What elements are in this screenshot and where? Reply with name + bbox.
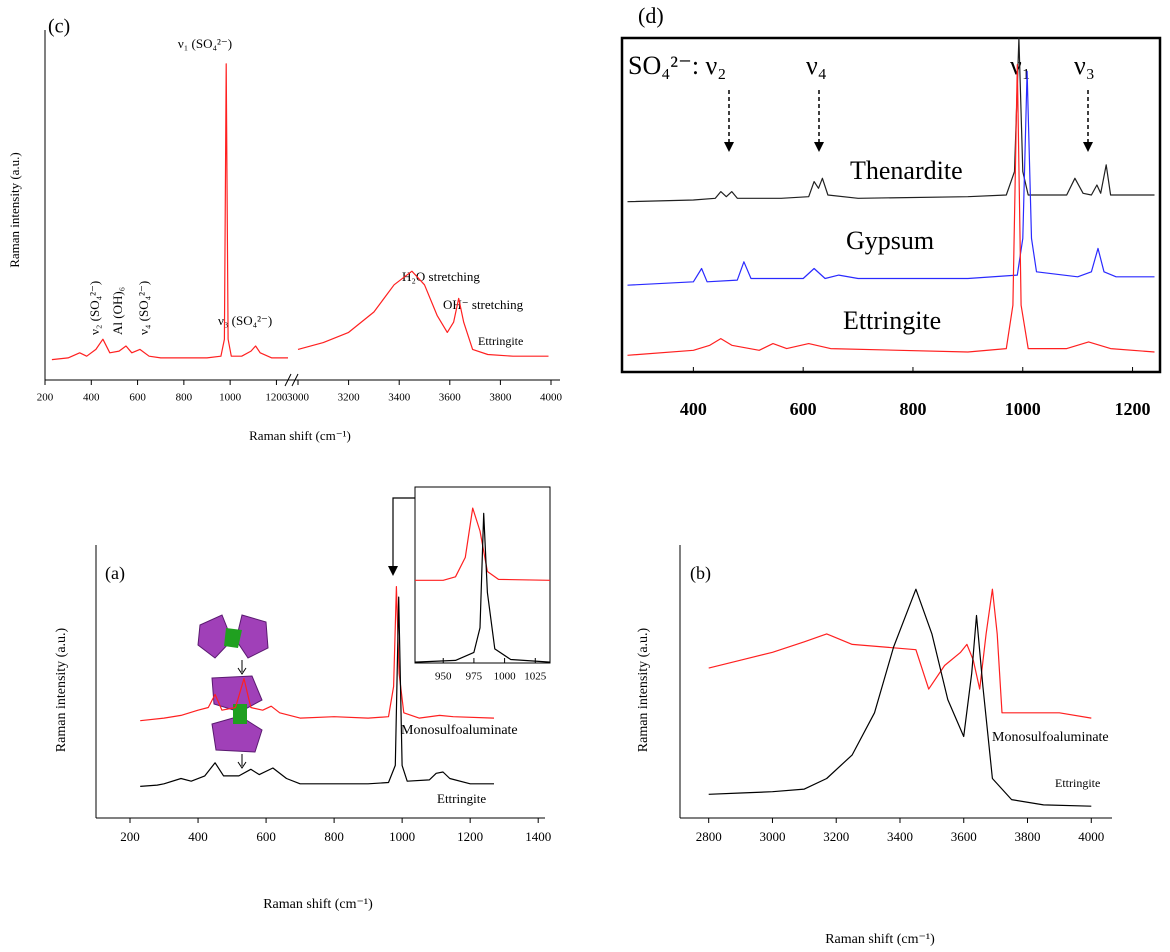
- x-axis-title: Raman shift (cm⁻¹): [249, 428, 351, 443]
- x-tick-label: 3600: [439, 392, 462, 404]
- x-tick-label: 1200: [1115, 399, 1151, 419]
- panel-label: (d): [638, 3, 664, 28]
- x-tick-label: 3600: [951, 829, 977, 844]
- x-tick-label: 1200: [265, 392, 288, 404]
- x-tick-label: 800: [324, 829, 344, 844]
- annotation: OH⁻ stretching: [443, 297, 524, 312]
- x-tick-label: 4000: [1078, 829, 1104, 844]
- x-axis-title: Raman shift (cm⁻¹): [825, 932, 935, 947]
- x-tick-label: 200: [37, 392, 54, 404]
- annotation: ν₄: [806, 51, 827, 80]
- panel-label: (c): [48, 16, 70, 38]
- x-tick-label: 800: [899, 399, 926, 419]
- x-tick-label: 800: [176, 392, 193, 404]
- y-axis-title: Raman intensity (a.u.): [636, 627, 651, 752]
- x-tick-label: 1000: [494, 671, 517, 683]
- x-axis-title: Raman shift (cm⁻¹): [263, 897, 373, 912]
- x-tick-label: 600: [129, 392, 146, 404]
- x-tick-label: 3800: [489, 392, 512, 404]
- background: [0, 0, 1170, 952]
- x-tick-label: 1200: [457, 829, 483, 844]
- x-tick-label: 400: [188, 829, 208, 844]
- x-tick-label: 1000: [389, 829, 415, 844]
- annotation: ν₃: [1074, 51, 1095, 80]
- x-tick-label: 975: [466, 671, 483, 683]
- series-label: Ettringite: [437, 791, 486, 806]
- x-tick-label: 1025: [524, 671, 547, 683]
- x-tick-label: 3400: [887, 829, 913, 844]
- x-tick-label: 3000: [759, 829, 785, 844]
- x-tick-label: 950: [435, 671, 452, 683]
- panel-label: (a): [105, 563, 125, 584]
- x-tick-label: 3400: [388, 392, 411, 404]
- x-tick-label: 3200: [823, 829, 849, 844]
- x-tick-label: 400: [680, 399, 707, 419]
- annotation: SO₄²⁻: ν₂: [628, 51, 726, 80]
- x-tick-label: 1400: [525, 829, 551, 844]
- x-tick-label: 200: [120, 829, 140, 844]
- y-axis-title: Raman intensity (a.u.): [54, 627, 69, 752]
- annotation: ν₄ (SO₄²⁻): [136, 281, 151, 335]
- series-label: Monosulfoaluminate: [401, 723, 518, 738]
- series-label: Ettringite: [843, 306, 941, 335]
- x-tick-label: 3800: [1015, 829, 1041, 844]
- x-tick-label: 600: [256, 829, 276, 844]
- series-label: Gypsum: [846, 226, 934, 255]
- x-tick-label: 400: [83, 392, 100, 404]
- x-tick-label: 2800: [696, 829, 722, 844]
- series-label: Monosulfoaluminate: [992, 730, 1109, 745]
- annotation: ν₃ (SO₄²⁻): [218, 313, 272, 328]
- x-tick-label: 3000: [287, 392, 310, 404]
- x-tick-label: 4000: [540, 392, 563, 404]
- x-tick-label: 600: [790, 399, 817, 419]
- annotation: Al (OH)₆: [110, 287, 125, 335]
- figure: 2004006008001000120030003200340036003800…: [0, 0, 1170, 952]
- series-label: Ettringite: [478, 334, 523, 348]
- annotation: H₂O stretching: [402, 269, 480, 284]
- series-label: Ettringite: [1055, 776, 1100, 790]
- x-tick-label: 3200: [338, 392, 361, 404]
- y-axis-title: Raman intensity (a.u.): [7, 152, 22, 268]
- panel-label: (b): [690, 563, 711, 584]
- x-tick-label: 1000: [219, 392, 242, 404]
- series-label: Thenardite: [850, 156, 963, 185]
- annotation: ν₂ (SO₄²⁻): [87, 281, 102, 335]
- x-tick-label: 1000: [1005, 399, 1041, 419]
- annotation: ν₁ (SO₄²⁻): [178, 36, 232, 51]
